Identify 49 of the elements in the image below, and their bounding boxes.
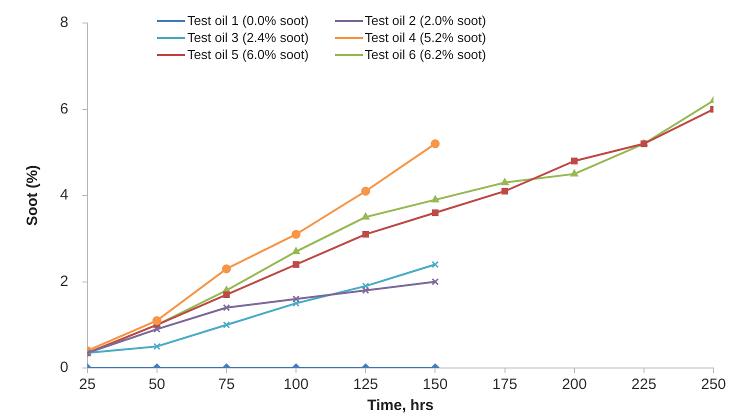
point xyxy=(570,169,578,176)
x-tick-label: 75 xyxy=(218,376,235,394)
point xyxy=(431,195,440,202)
legend-label: Test oil 5 (6.0% soot) xyxy=(187,47,309,62)
point xyxy=(222,321,230,328)
point xyxy=(292,300,300,307)
y-tick-label: 4 xyxy=(60,186,68,204)
x-tick-label: 50 xyxy=(148,376,166,394)
x-tick-label: 125 xyxy=(353,376,378,394)
point xyxy=(362,212,370,220)
legend-label: Test oil 3 (2.4% soot) xyxy=(187,30,309,45)
x-tick-label: 250 xyxy=(700,376,726,394)
point xyxy=(571,158,578,164)
legend-label: Test oil 6 (6.2% soot) xyxy=(364,47,486,62)
y-axis-title: Soot (%) xyxy=(24,165,42,226)
point xyxy=(362,282,370,290)
y-tick-label: 6 xyxy=(60,100,68,118)
y-tick-label: 0 xyxy=(60,359,68,376)
point xyxy=(501,188,508,195)
point xyxy=(152,316,162,326)
y-tick-label: 2 xyxy=(60,272,68,290)
point xyxy=(362,230,369,238)
x-tick-label: 25 xyxy=(79,376,96,394)
point xyxy=(153,326,160,333)
legend-label: Test oil 1 (0.0% soot) xyxy=(187,13,309,28)
point xyxy=(292,295,300,303)
point xyxy=(500,178,509,186)
point xyxy=(153,342,160,350)
point xyxy=(222,264,231,274)
point xyxy=(432,260,439,268)
x-tick-label: 175 xyxy=(492,376,518,394)
point xyxy=(430,139,440,148)
point xyxy=(432,278,439,286)
point xyxy=(361,186,370,196)
point xyxy=(292,247,300,254)
point xyxy=(292,261,300,268)
x-tick-label: 200 xyxy=(562,376,587,394)
point xyxy=(223,291,230,298)
point xyxy=(362,286,370,294)
x-tick-label: 225 xyxy=(631,376,656,394)
y-tick-label: 8 xyxy=(60,14,68,32)
legend-label: Test oil 4 (5.2% soot) xyxy=(364,30,486,45)
x-axis-title: Time, hrs xyxy=(367,397,434,414)
x-tick-label: 100 xyxy=(284,376,309,394)
point xyxy=(292,230,301,239)
x-tick-label: 150 xyxy=(422,376,448,394)
legend-label: Test oil 2 (2.0% soot) xyxy=(364,13,486,28)
point xyxy=(222,304,230,312)
point xyxy=(432,209,439,216)
